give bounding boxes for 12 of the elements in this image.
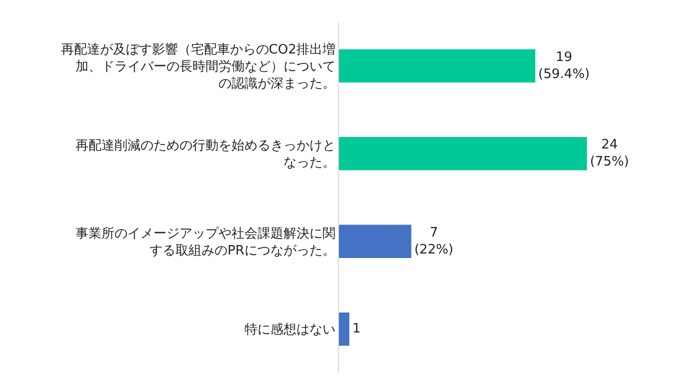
data-label: 7 (22%) <box>414 225 454 258</box>
data-label: 19 (59.4%) <box>538 50 590 82</box>
y-tick-label: 事業所のイメージアップや社会課題解決に関する取組みのPRにつながった。 <box>75 226 336 258</box>
bar <box>339 224 412 258</box>
y-tick-label: 再配達が及ぼす影響（宅配車からのCO2排出増加、ドライバーの長時間労働など）についての認識が深まった。 <box>60 42 336 92</box>
data-label: 1 <box>352 322 361 337</box>
bar <box>339 312 350 346</box>
bar <box>339 136 587 170</box>
y-tick-label: 再配達削減のための行動を始めるきっかけとなった。 <box>75 138 336 171</box>
data-label: 24 (75%) <box>590 138 629 170</box>
bar <box>339 49 536 83</box>
y-tick-label: 特に感想はない <box>244 322 336 338</box>
